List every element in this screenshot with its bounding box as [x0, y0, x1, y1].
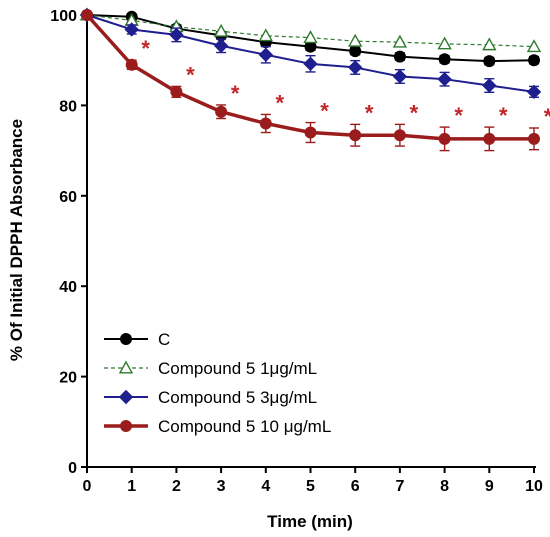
- x-tick-label: 9: [485, 478, 494, 495]
- data-point: [303, 56, 318, 72]
- data-point: [528, 132, 540, 145]
- y-tick-label: 100: [50, 8, 77, 25]
- data-point: [526, 84, 542, 100]
- data-point: [169, 27, 184, 43]
- legend-label: Compound 5 3μg/mL: [158, 388, 317, 407]
- data-point: [124, 22, 139, 37]
- data-point: [482, 78, 497, 93]
- data-point: [213, 38, 229, 53]
- significance-star: *: [231, 81, 240, 106]
- y-tick-label: 20: [59, 370, 77, 387]
- x-axis-title: Time (min): [267, 512, 353, 531]
- x-tick-label: 7: [395, 478, 404, 495]
- y-tick-label: 0: [68, 460, 77, 477]
- data-point: [483, 132, 496, 145]
- data-point: [258, 28, 273, 42]
- data-point: [483, 55, 496, 68]
- legend: C Compound 5 1μg/mL Compound 5 3μg/mL Compo…: [104, 330, 331, 436]
- data-point: [347, 60, 363, 75]
- data-point: [392, 69, 408, 84]
- data-point: [528, 54, 540, 67]
- data-point: [81, 9, 93, 21]
- legend-label: Compound 5 10 μg/mL: [158, 417, 331, 436]
- data-point: [393, 50, 406, 63]
- y-tick-label: 60: [59, 189, 77, 206]
- y-axis-title: % Of Initial DPPH Absorbance: [7, 119, 26, 361]
- legend-marker: [118, 389, 134, 405]
- x-tick-label: 6: [351, 478, 360, 495]
- significance-star: *: [544, 104, 550, 129]
- x-tick-label: 10: [525, 478, 543, 495]
- x-tick-label: 3: [217, 478, 226, 495]
- data-point: [482, 37, 497, 51]
- series-3: [81, 9, 540, 152]
- significance-star: *: [454, 103, 463, 128]
- x-tick-label: 0: [83, 478, 92, 495]
- data-point: [437, 36, 452, 50]
- data-point: [125, 58, 138, 71]
- x-tick-label: 1: [127, 478, 136, 495]
- significance-star: *: [410, 100, 419, 125]
- series-layer: [79, 7, 542, 152]
- x-tick-label: 4: [261, 478, 270, 495]
- data-point: [438, 53, 451, 66]
- x-tick-label: 5: [306, 478, 315, 495]
- x-tick-label: 2: [172, 478, 181, 495]
- significance-star: *: [186, 62, 195, 87]
- data-point: [258, 47, 274, 62]
- data-point: [438, 132, 451, 145]
- data-point: [392, 34, 408, 48]
- significance-markers: * * * * * * * * * *: [141, 36, 550, 129]
- data-point: [348, 33, 363, 47]
- significance-star: *: [365, 100, 374, 125]
- x-tick-label: 8: [440, 478, 449, 495]
- data-point: [259, 117, 272, 130]
- data-point: [213, 23, 229, 37]
- significance-star: *: [320, 99, 329, 124]
- data-point: [215, 105, 228, 118]
- data-point: [437, 71, 452, 87]
- data-point: [303, 30, 318, 44]
- data-point: [526, 39, 542, 53]
- significance-star: *: [141, 36, 150, 61]
- legend-marker: [118, 360, 134, 374]
- legend-label: C: [158, 330, 170, 349]
- significance-star: *: [499, 103, 508, 128]
- data-point: [349, 45, 362, 58]
- legend-label: Compound 5 1μg/mL: [158, 359, 317, 378]
- y-tick-label: 80: [59, 98, 77, 115]
- legend-marker: [120, 420, 132, 432]
- y-tick-label: 40: [59, 279, 77, 296]
- data-point: [304, 126, 317, 139]
- legend-marker: [120, 333, 132, 345]
- data-point: [349, 129, 362, 142]
- data-point: [170, 85, 183, 98]
- data-point: [393, 129, 406, 142]
- significance-star: *: [276, 90, 285, 115]
